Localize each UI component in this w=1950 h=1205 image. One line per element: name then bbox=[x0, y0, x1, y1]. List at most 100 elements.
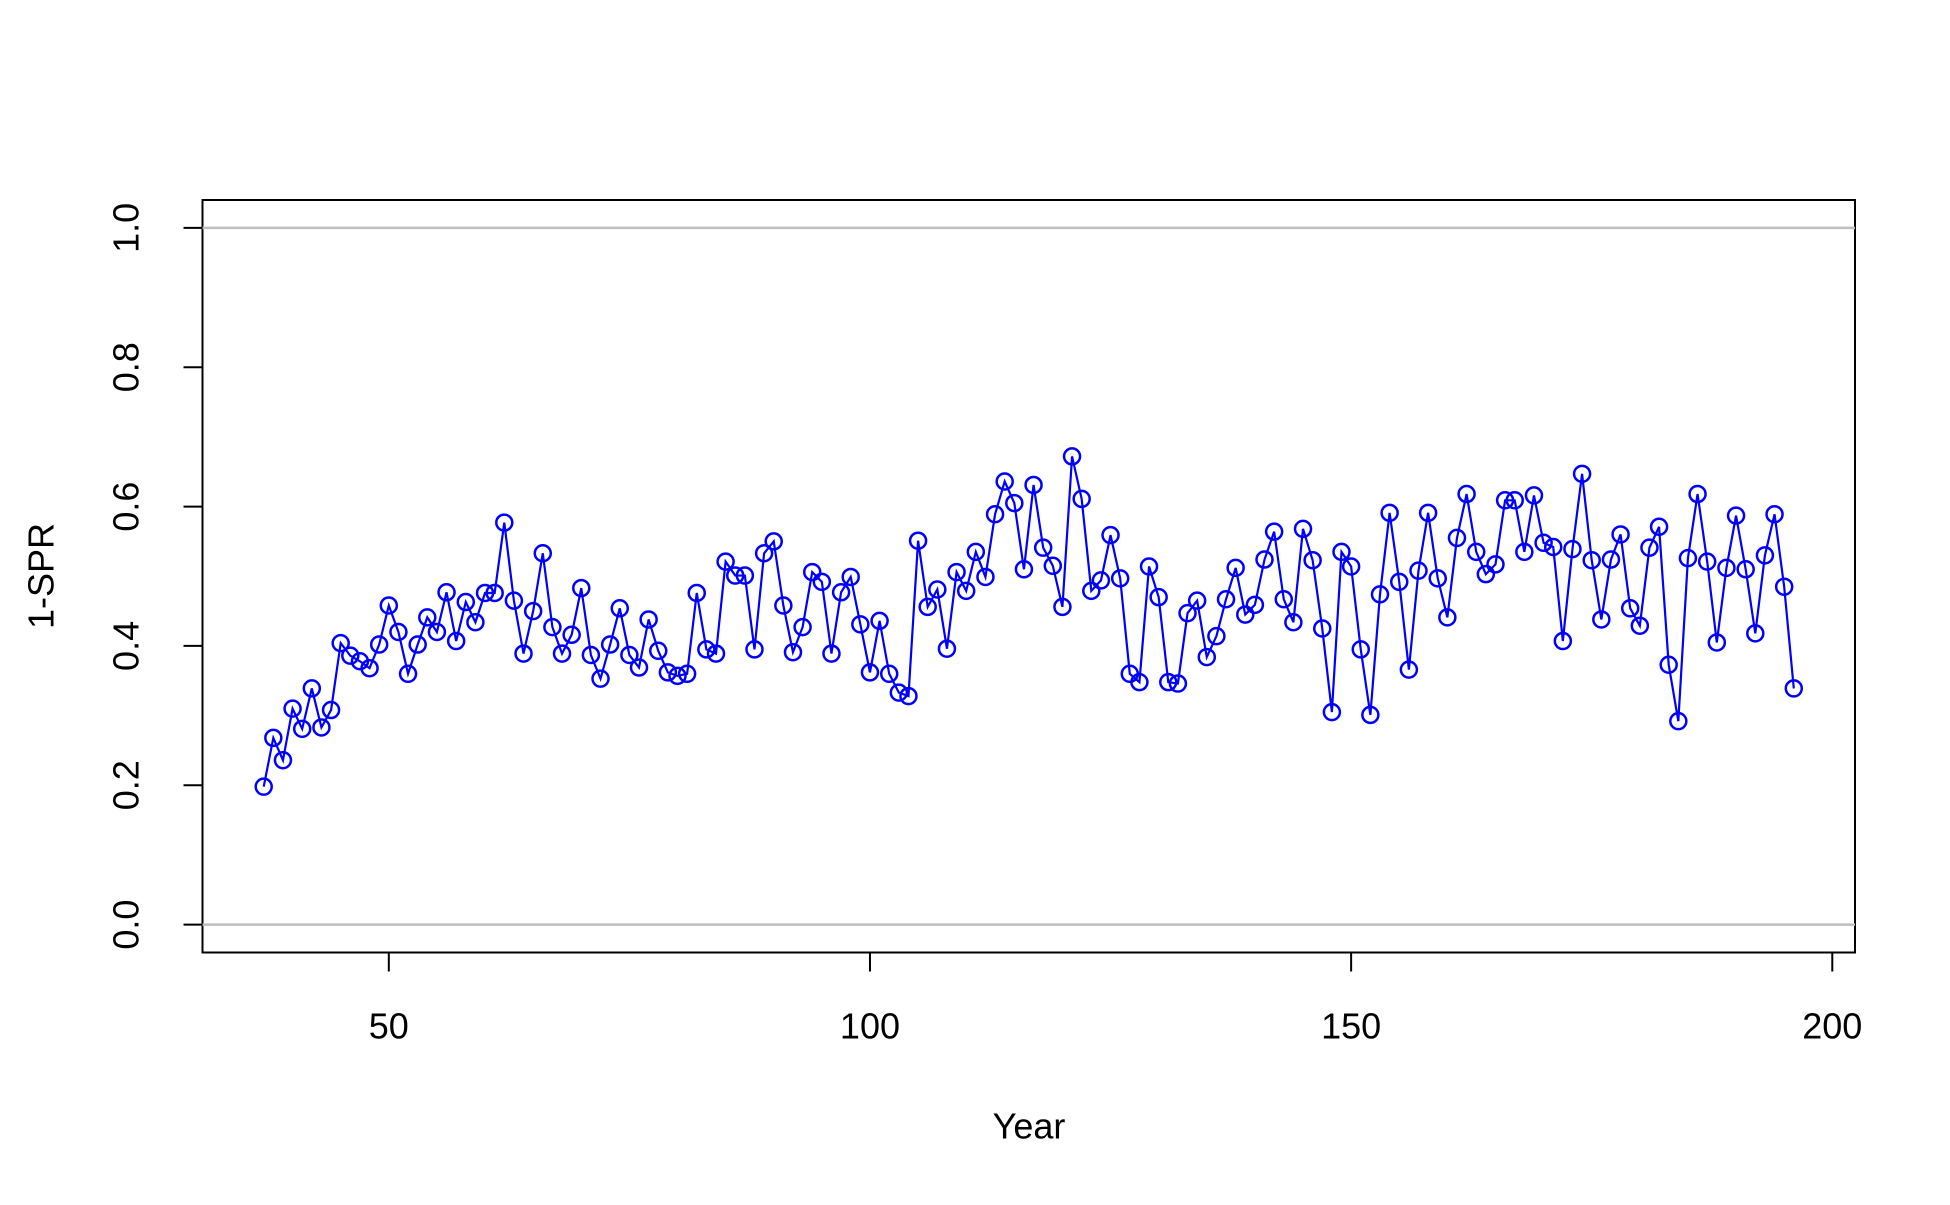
data-point bbox=[1611, 525, 1630, 544]
data-point bbox=[1736, 560, 1755, 579]
data-point bbox=[1207, 626, 1226, 646]
data-point bbox=[360, 658, 379, 678]
data-point bbox=[1534, 533, 1553, 553]
data-point bbox=[389, 622, 408, 642]
y-axis-label: 1-SPR bbox=[21, 523, 62, 629]
data-point bbox=[802, 562, 822, 582]
data-point bbox=[456, 592, 476, 612]
data-point bbox=[408, 635, 427, 654]
data-point bbox=[1245, 595, 1265, 615]
data-point bbox=[995, 472, 1014, 491]
data-point bbox=[581, 645, 601, 665]
data-point bbox=[1466, 542, 1486, 562]
data-point bbox=[985, 504, 1005, 524]
data-point bbox=[1476, 564, 1496, 584]
y-tick-label: 0.2 bbox=[106, 760, 147, 810]
data-point bbox=[1005, 493, 1024, 513]
data-point bbox=[1139, 557, 1159, 576]
data-point bbox=[591, 669, 610, 688]
data-point bbox=[504, 591, 524, 610]
data-point bbox=[976, 567, 995, 587]
data-point bbox=[937, 639, 957, 658]
data-point bbox=[1582, 550, 1601, 570]
data-point bbox=[1553, 631, 1573, 651]
data-point bbox=[1640, 538, 1659, 557]
data-point bbox=[1486, 555, 1505, 574]
data-point bbox=[1101, 525, 1120, 545]
data-point bbox=[572, 578, 591, 598]
data-point bbox=[1765, 504, 1784, 524]
data-point bbox=[668, 666, 687, 686]
data-point bbox=[783, 642, 803, 662]
data-point bbox=[437, 583, 456, 602]
data-point bbox=[1380, 503, 1399, 523]
x-tick-label: 100 bbox=[840, 1006, 900, 1047]
data-point bbox=[514, 644, 533, 663]
data-point bbox=[543, 617, 562, 637]
data-point bbox=[379, 596, 399, 615]
data-point bbox=[418, 608, 437, 627]
data-point bbox=[822, 644, 841, 663]
data-point bbox=[1322, 702, 1342, 722]
data-point bbox=[1216, 589, 1236, 609]
y-tick-label: 1.0 bbox=[106, 203, 147, 253]
data-point bbox=[523, 601, 543, 621]
data-point bbox=[446, 631, 466, 651]
data-point bbox=[1389, 572, 1409, 592]
x-tick-label: 150 bbox=[1321, 1006, 1381, 1047]
data-point bbox=[1293, 519, 1313, 539]
x-axis-label: Year bbox=[993, 1106, 1066, 1147]
data-point bbox=[928, 580, 947, 599]
data-point bbox=[620, 645, 639, 665]
data-point bbox=[398, 664, 418, 684]
data-point bbox=[1746, 624, 1765, 643]
data-point bbox=[1592, 610, 1611, 629]
data-point bbox=[716, 552, 735, 571]
data-point bbox=[1062, 447, 1082, 466]
data-point bbox=[495, 513, 514, 532]
data-point bbox=[735, 566, 755, 585]
data-point bbox=[1543, 537, 1563, 557]
data-point bbox=[1091, 571, 1111, 590]
data-point bbox=[851, 615, 870, 634]
data-point bbox=[658, 663, 678, 682]
data-point bbox=[1149, 587, 1168, 607]
data-point bbox=[764, 532, 783, 551]
data-point bbox=[610, 599, 630, 618]
data-point bbox=[1563, 539, 1582, 559]
data-point bbox=[1505, 491, 1524, 510]
data-point bbox=[841, 567, 860, 587]
data-point bbox=[1033, 538, 1053, 557]
data-point bbox=[331, 633, 350, 653]
data-point bbox=[1774, 577, 1794, 596]
data-point bbox=[918, 597, 937, 617]
data-point bbox=[552, 644, 572, 663]
data-point bbox=[966, 542, 986, 562]
data-point bbox=[812, 572, 832, 592]
data-point bbox=[908, 531, 928, 550]
data-point bbox=[831, 583, 851, 602]
data-point bbox=[860, 663, 880, 682]
data-point bbox=[1438, 608, 1457, 627]
y-tick-label: 0.4 bbox=[106, 621, 147, 671]
data-point bbox=[1659, 655, 1678, 674]
y-tick-label: 0.0 bbox=[106, 900, 147, 950]
data-point bbox=[1110, 569, 1130, 588]
data-point bbox=[1409, 561, 1428, 580]
data-point bbox=[1697, 552, 1717, 571]
data-point bbox=[312, 718, 331, 737]
data-point bbox=[1024, 475, 1043, 495]
data-point bbox=[1630, 616, 1650, 635]
data-point bbox=[1332, 542, 1351, 562]
data-point bbox=[1014, 560, 1034, 579]
data-point bbox=[283, 699, 302, 718]
data-point bbox=[1515, 542, 1534, 562]
data-point bbox=[1524, 486, 1544, 505]
data-point bbox=[1284, 612, 1303, 632]
data-point bbox=[1053, 597, 1072, 617]
data-point bbox=[1351, 640, 1371, 659]
data-point bbox=[264, 728, 283, 748]
data-point bbox=[870, 611, 889, 631]
data-line bbox=[262, 456, 1795, 787]
